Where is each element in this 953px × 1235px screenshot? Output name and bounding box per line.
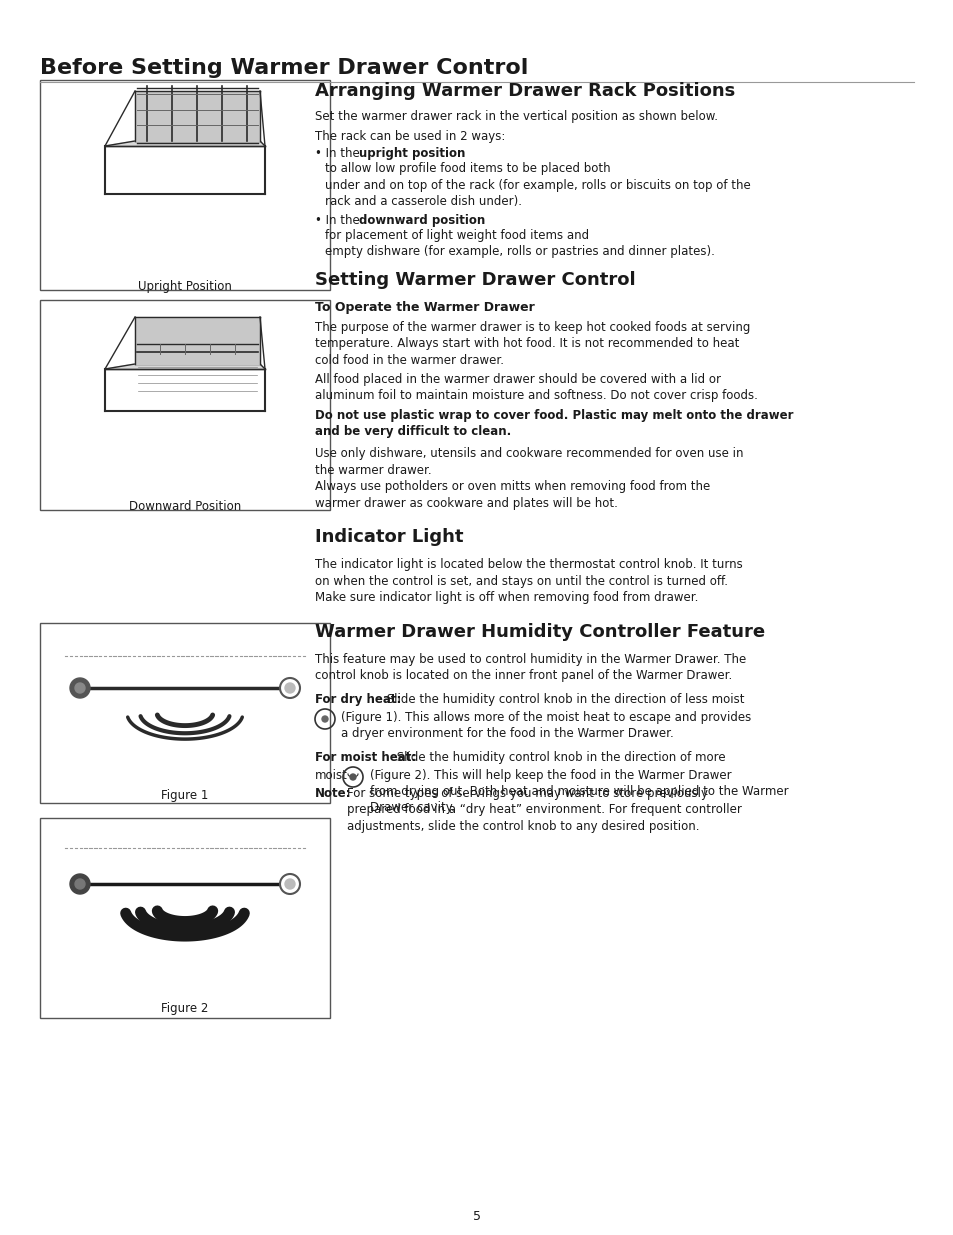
Text: for placement of light weight food items and
empty dishware (for example, rolls : for placement of light weight food items…: [325, 228, 714, 258]
Circle shape: [75, 683, 85, 693]
Bar: [40, 80, 330, 290]
Text: upright position: upright position: [358, 147, 465, 161]
Text: Set the warmer drawer rack in the vertical position as shown below.: Set the warmer drawer rack in the vertic…: [314, 110, 718, 124]
Text: to allow low profile food items to be placed both
under and on top of the rack (: to allow low profile food items to be pl…: [325, 162, 750, 207]
Text: Arranging Warmer Drawer Rack Positions: Arranging Warmer Drawer Rack Positions: [314, 82, 735, 100]
Text: Do not use plastic wrap to cover food. Plastic may melt onto the drawer
and be v: Do not use plastic wrap to cover food. P…: [314, 409, 793, 438]
Text: The rack can be used in 2 ways:: The rack can be used in 2 ways:: [314, 130, 505, 143]
Bar: [40, 300, 330, 510]
Circle shape: [70, 678, 90, 698]
Circle shape: [285, 683, 294, 693]
Text: All food placed in the warmer drawer should be covered with a lid or
aluminum fo: All food placed in the warmer drawer sho…: [314, 373, 757, 403]
Text: Slide the humidity control knob in the direction of more: Slide the humidity control knob in the d…: [393, 751, 725, 764]
Bar: [40, 622, 330, 803]
Circle shape: [285, 879, 294, 889]
Text: Figure 2: Figure 2: [161, 1002, 209, 1015]
Circle shape: [280, 678, 299, 698]
Text: (Figure 2). This will help keep the food in the Warmer Drawer
from drying out. B: (Figure 2). This will help keep the food…: [370, 769, 788, 814]
Text: Warmer Drawer Humidity Controller Feature: Warmer Drawer Humidity Controller Featur…: [314, 622, 764, 641]
Circle shape: [75, 879, 85, 889]
Text: downward position: downward position: [358, 214, 485, 227]
Text: To Operate the Warmer Drawer: To Operate the Warmer Drawer: [314, 301, 535, 314]
Circle shape: [350, 774, 355, 781]
Text: (Figure 1). This allows more of the moist heat to escape and provides
a dryer en: (Figure 1). This allows more of the mois…: [340, 711, 750, 741]
Circle shape: [70, 874, 90, 894]
Text: Slide the humidity control knob in the direction of less moist: Slide the humidity control knob in the d…: [382, 693, 743, 706]
Polygon shape: [135, 317, 260, 364]
Text: For moist heat:: For moist heat:: [314, 751, 416, 764]
Text: Upright Position: Upright Position: [138, 280, 232, 293]
Text: Downward Position: Downward Position: [129, 500, 241, 513]
Text: Always use potholders or oven mitts when removing food from the
warmer drawer as: Always use potholders or oven mitts when…: [314, 480, 709, 510]
Polygon shape: [135, 91, 260, 141]
Text: This feature may be used to control humidity in the Warmer Drawer. The
control k: This feature may be used to control humi…: [314, 653, 745, 683]
Polygon shape: [105, 364, 265, 369]
Text: The purpose of the warmer drawer is to keep hot cooked foods at serving
temperat: The purpose of the warmer drawer is to k…: [314, 321, 750, 367]
Text: Note:: Note:: [314, 787, 351, 800]
Text: Setting Warmer Drawer Control: Setting Warmer Drawer Control: [314, 270, 635, 289]
Text: Use only dishware, utensils and cookware recommended for oven use in
the warmer : Use only dishware, utensils and cookware…: [314, 447, 742, 477]
Text: moist: moist: [314, 769, 348, 782]
Text: Indicator Light: Indicator Light: [314, 529, 463, 546]
Text: For dry heat:: For dry heat:: [314, 693, 401, 706]
Polygon shape: [105, 141, 265, 146]
Text: The indicator light is located below the thermostat control knob. It turns
on wh: The indicator light is located below the…: [314, 558, 742, 604]
Text: • In the: • In the: [314, 214, 363, 227]
Bar: [40, 818, 330, 1018]
Text: • In the: • In the: [314, 147, 363, 161]
Text: For some types of servings you may want to store previously
prepared food in a “: For some types of servings you may want …: [347, 787, 741, 832]
Text: 5: 5: [473, 1210, 480, 1223]
Text: Figure 1: Figure 1: [161, 789, 209, 802]
Text: Before Setting Warmer Drawer Control: Before Setting Warmer Drawer Control: [40, 58, 528, 78]
Circle shape: [280, 874, 299, 894]
Circle shape: [322, 716, 328, 722]
